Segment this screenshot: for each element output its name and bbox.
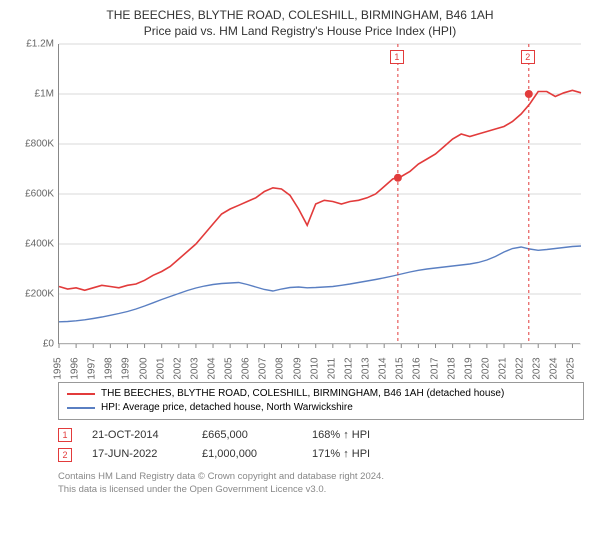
x-tick-label: 2000	[138, 357, 149, 379]
x-tick-label: 2019	[463, 357, 474, 379]
chart-area: £0£200K£400K£600K£800K£1M£1.2M 199519961…	[16, 44, 584, 376]
x-tick-label: 2023	[532, 357, 543, 379]
x-tick-label: 2022	[515, 357, 526, 379]
x-tick-label: 2006	[241, 357, 252, 379]
y-tick-label: £400K	[25, 238, 54, 249]
x-tick-label: 2002	[172, 357, 183, 379]
x-tick-label: 2021	[497, 357, 508, 379]
transaction-badge: 2	[58, 448, 72, 462]
legend-label: THE BEECHES, BLYTHE ROAD, COLESHILL, BIR…	[101, 387, 504, 401]
transaction-row: 1 21-OCT-2014 £665,000 168% ↑ HPI	[58, 426, 584, 446]
transaction-date: 17-JUN-2022	[92, 445, 182, 465]
plot-svg	[59, 44, 581, 344]
x-tick-label: 1995	[53, 357, 64, 379]
x-tick-label: 2003	[189, 357, 200, 379]
footer-line-2: This data is licensed under the Open Gov…	[58, 484, 584, 496]
x-tick-label: 2018	[446, 357, 457, 379]
legend: THE BEECHES, BLYTHE ROAD, COLESHILL, BIR…	[58, 382, 584, 420]
legend-swatch	[67, 393, 95, 395]
legend-item: THE BEECHES, BLYTHE ROAD, COLESHILL, BIR…	[67, 387, 575, 401]
chart-marker-badge: 1	[390, 50, 404, 64]
transaction-row: 2 17-JUN-2022 £1,000,000 171% ↑ HPI	[58, 445, 584, 465]
footer-line-1: Contains HM Land Registry data © Crown c…	[58, 471, 584, 483]
x-tick-label: 2016	[412, 357, 423, 379]
x-tick-label: 1998	[104, 357, 115, 379]
transaction-pct: 171% ↑ HPI	[312, 445, 402, 465]
y-tick-label: £1M	[35, 88, 54, 99]
x-tick-label: 1997	[87, 357, 98, 379]
chart-marker-badge: 2	[521, 50, 535, 64]
x-tick-label: 2007	[258, 357, 269, 379]
transaction-pct: 168% ↑ HPI	[312, 426, 402, 446]
footer-attribution: Contains HM Land Registry data © Crown c…	[58, 471, 584, 496]
legend-label: HPI: Average price, detached house, Nort…	[101, 401, 353, 415]
x-axis: 1995199619971998199920002001200220032004…	[58, 344, 580, 376]
x-tick-label: 2010	[309, 357, 320, 379]
y-tick-label: £600K	[25, 188, 54, 199]
x-tick-label: 2015	[395, 357, 406, 379]
transaction-badge: 1	[58, 428, 72, 442]
chart-subtitle: Price paid vs. HM Land Registry's House …	[12, 24, 588, 38]
x-tick-label: 2009	[292, 357, 303, 379]
x-tick-label: 2012	[343, 357, 354, 379]
legend-item: HPI: Average price, detached house, Nort…	[67, 401, 575, 415]
y-tick-label: £0	[43, 338, 54, 349]
plot-region	[58, 44, 580, 344]
y-tick-label: £800K	[25, 138, 54, 149]
x-tick-label: 2013	[361, 357, 372, 379]
x-tick-label: 1999	[121, 357, 132, 379]
chart-title: THE BEECHES, BLYTHE ROAD, COLESHILL, BIR…	[12, 8, 588, 24]
transaction-price: £665,000	[202, 426, 292, 446]
legend-swatch	[67, 407, 95, 409]
x-tick-label: 2020	[480, 357, 491, 379]
x-tick-label: 2024	[549, 357, 560, 379]
x-tick-label: 2025	[566, 357, 577, 379]
y-tick-label: £200K	[25, 288, 54, 299]
y-tick-label: £1.2M	[26, 38, 54, 49]
x-tick-label: 2005	[224, 357, 235, 379]
y-axis: £0£200K£400K£600K£800K£1M£1.2M	[16, 44, 58, 344]
x-tick-label: 2011	[326, 357, 337, 379]
x-tick-label: 1996	[70, 357, 81, 379]
transaction-date: 21-OCT-2014	[92, 426, 182, 446]
x-tick-label: 2004	[207, 357, 218, 379]
x-tick-label: 2008	[275, 357, 286, 379]
transaction-price: £1,000,000	[202, 445, 292, 465]
x-tick-label: 2014	[378, 357, 389, 379]
x-tick-label: 2001	[155, 357, 166, 379]
x-tick-label: 2017	[429, 357, 440, 379]
transactions-table: 1 21-OCT-2014 £665,000 168% ↑ HPI 2 17-JUN-20…	[58, 426, 584, 466]
chart-container: THE BEECHES, BLYTHE ROAD, COLESHILL, BIR…	[0, 0, 600, 560]
